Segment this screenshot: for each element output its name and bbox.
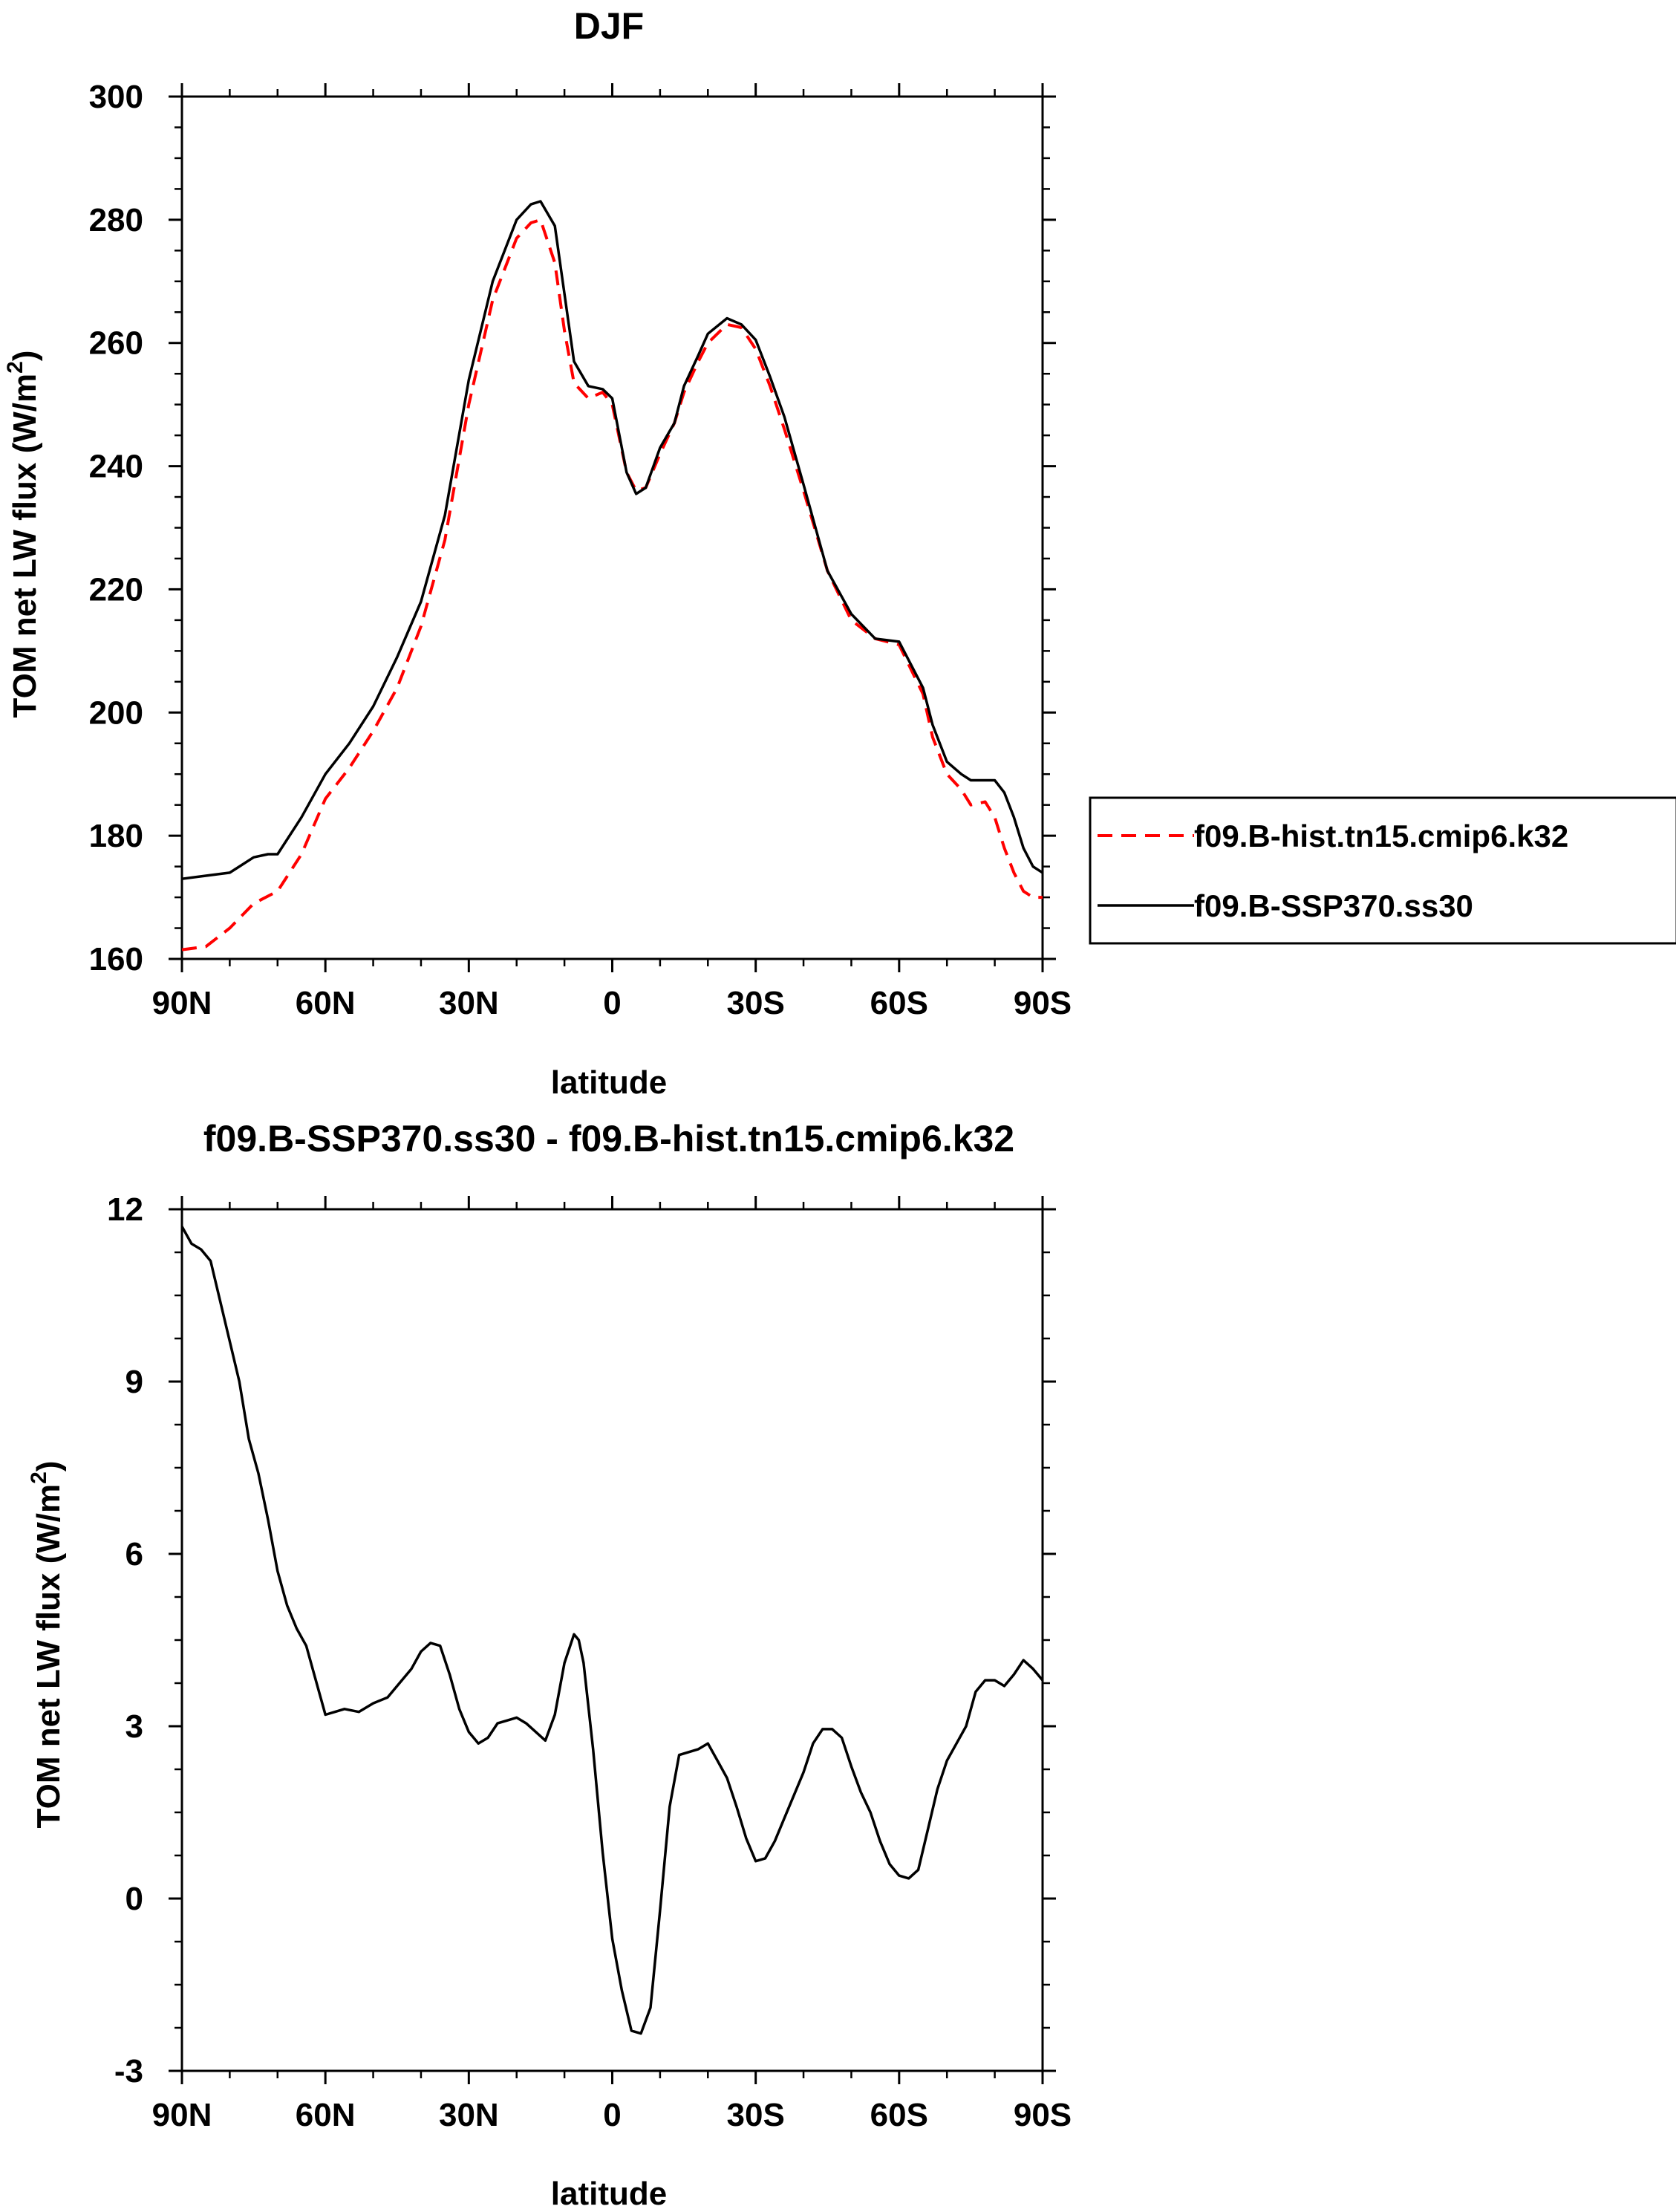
chart0-x-tick-label: 30S xyxy=(727,985,785,1021)
chart1-y-tick-label: 9 xyxy=(125,1364,143,1400)
svg-text:TOM net LW flux (W/m2): TOM net LW flux (W/m2) xyxy=(27,1461,67,1829)
chart0-y-tick-label: 220 xyxy=(89,571,143,608)
top-plot-area: 90N 60N 30N 0 30S 60S 90S 160 180 200 220 240 260 280… xyxy=(89,79,1072,1021)
svg-text:TOM net LW flux (W/m2): TOM net LW flux (W/m2) xyxy=(3,351,43,718)
bottom-chart-title: f09.B-SSP370.ss30 - f09.B-hist.tn15.cmip… xyxy=(203,1118,1014,1159)
chart0-x-tick-label: 90S xyxy=(1014,985,1072,1021)
top-chart-title: DJF xyxy=(574,5,644,47)
chart1-y-tick-label: 6 xyxy=(125,1536,143,1572)
bottom-y-axis-label-main: TOM net LW flux (W/m xyxy=(30,1484,67,1829)
chart1-x-tick-label: 90S xyxy=(1014,2097,1072,2133)
bottom-y-axis-label-close: ) xyxy=(30,1461,67,1472)
bottom-panel: f09.B-SSP370.ss30 - f09.B-hist.tn15.cmip… xyxy=(27,1118,1072,2212)
chart0-y-tick-label: 160 xyxy=(89,941,143,977)
chart1-y-tick-label: -3 xyxy=(114,2053,143,2089)
top-y-axis-label: TOM net LW flux (W/m2) xyxy=(3,351,43,718)
chart0-x-tick-label: 60N xyxy=(296,985,356,1021)
legend-label-hist: f09.B-hist.tn15.cmip6.k32 xyxy=(1194,819,1568,853)
chart0-series-line-0 xyxy=(181,218,1043,952)
chart0-y-tick-label: 200 xyxy=(89,694,143,731)
chart1-y-tick-label: 0 xyxy=(125,1881,143,1917)
legend: f09.B-hist.tn15.cmip6.k32 f09.B-SSP370.s… xyxy=(1089,796,1676,945)
chart1-x-tick-label: 60S xyxy=(870,2097,928,2133)
chart1-x-tick-label: 60N xyxy=(296,2097,356,2133)
chart1-x-tick-label: 90N xyxy=(152,2097,212,2133)
legend-box xyxy=(1089,796,1676,945)
chart0-y-tick-label: 300 xyxy=(89,79,143,115)
top-x-axis-label: latitude xyxy=(551,1064,667,1101)
chart1-x-tick-label: 30N xyxy=(439,2097,499,2133)
chart1-x-tick-label: 0 xyxy=(603,2097,621,2133)
bottom-x-axis-label: latitude xyxy=(551,2176,667,2212)
chart0-y-tick-label: 240 xyxy=(89,449,143,485)
top-y-axis-label-close: ) xyxy=(7,351,43,362)
bottom-y-axis-label-sup: 2 xyxy=(27,1471,51,1484)
chart0-x-tick-label: 60S xyxy=(870,985,928,1021)
bottom-y-axis-label: TOM net LW flux (W/m2) xyxy=(27,1461,67,1829)
chart0-y-tick-label: 180 xyxy=(89,818,143,854)
top-y-axis-label-sup: 2 xyxy=(3,361,27,374)
top-panel: DJF TOM net LW flux (W/m2) latitude 90N 6… xyxy=(3,5,1676,1101)
legend-label-ssp370: f09.B-SSP370.ss30 xyxy=(1194,888,1473,923)
chart1-x-tick-label: 30S xyxy=(727,2097,785,2133)
chart0-x-tick-label: 0 xyxy=(603,985,621,1021)
top-y-axis-label-main: TOM net LW flux (W/m xyxy=(7,374,43,718)
chart0-y-tick-label: 280 xyxy=(89,202,143,238)
chart0-y-tick-label: 260 xyxy=(89,325,143,362)
chart1-series-line-0 xyxy=(180,1226,1044,2035)
chart1-y-tick-label: 3 xyxy=(125,1708,143,1745)
bottom-plot-area: 90N 60N 30N 0 30S 60S 90S -3 0 3 6 9 12 xyxy=(107,1191,1072,2133)
chart0-series-line-1 xyxy=(181,200,1043,880)
chart1-y-tick-label: 12 xyxy=(107,1191,143,1228)
chart0-x-tick-label: 90N xyxy=(152,985,212,1021)
chart0-frame xyxy=(180,95,1044,960)
chart0-x-tick-label: 30N xyxy=(439,985,499,1021)
